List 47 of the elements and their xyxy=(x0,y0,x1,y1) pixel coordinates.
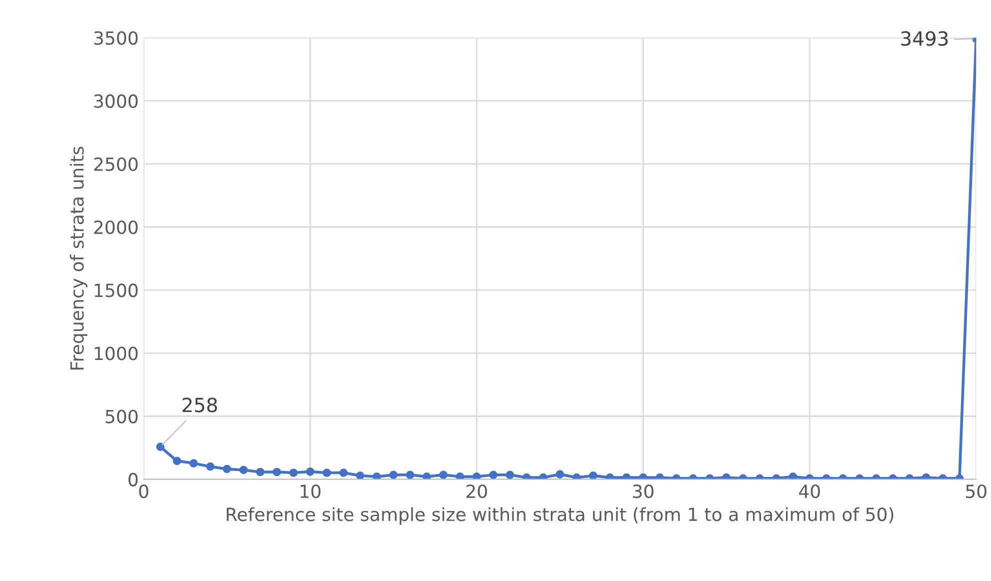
point xyxy=(172,456,182,466)
point xyxy=(439,470,448,480)
point xyxy=(206,462,214,471)
point xyxy=(256,468,264,476)
point xyxy=(506,470,514,480)
y-tick-label: 3500 xyxy=(94,31,138,45)
point xyxy=(272,468,282,476)
x-tick-label: 40 xyxy=(799,484,820,498)
y-tick-label: 0 xyxy=(128,472,138,486)
y-tick-label: 500 xyxy=(106,410,138,424)
point xyxy=(306,467,314,476)
point xyxy=(606,473,614,480)
x-tick-label: 10 xyxy=(300,484,320,498)
point xyxy=(472,472,481,480)
x-tick-label: 30 xyxy=(633,484,654,498)
annotation: 3493 xyxy=(901,31,948,46)
point xyxy=(422,472,431,480)
point xyxy=(556,470,564,478)
x-tick-label: 20 xyxy=(466,484,487,498)
point xyxy=(372,472,381,480)
point xyxy=(406,470,414,480)
point xyxy=(572,473,581,480)
y-tick-label: 2500 xyxy=(94,157,138,172)
point xyxy=(156,442,165,451)
point xyxy=(222,464,232,474)
point xyxy=(339,468,348,477)
point xyxy=(239,466,248,474)
point xyxy=(389,470,398,480)
y-tick-label: 1500 xyxy=(94,284,138,298)
point xyxy=(456,472,464,480)
y-tick-label: 2000 xyxy=(94,220,138,234)
point xyxy=(522,473,531,480)
point xyxy=(489,470,498,480)
y-tick-label: 1000 xyxy=(94,346,138,360)
point xyxy=(289,468,298,477)
point xyxy=(788,472,798,480)
y-axis-title: Frequency of strata units xyxy=(70,146,88,370)
point xyxy=(189,459,198,468)
point xyxy=(589,472,598,480)
x-tick-label: 0 xyxy=(139,484,148,498)
y-tick-label: 3000 xyxy=(94,94,138,108)
annotation: 258 xyxy=(182,398,217,412)
point xyxy=(539,473,548,480)
x-axis-title: Reference site sample size within strata unit (from 1 to a maximum of 50) xyxy=(226,507,894,525)
x-tick-label: 50 xyxy=(966,484,986,498)
point xyxy=(356,472,364,480)
point xyxy=(322,468,331,477)
